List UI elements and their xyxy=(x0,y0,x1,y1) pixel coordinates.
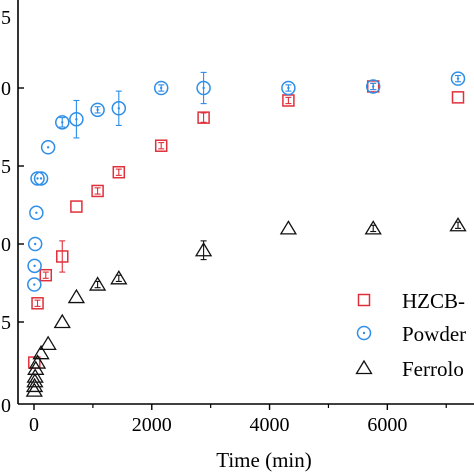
legend-item: Ferrolo xyxy=(355,357,464,381)
x-tick-label: 4000 xyxy=(250,414,290,436)
data-point xyxy=(55,115,70,130)
data-point xyxy=(67,288,86,304)
error-bar xyxy=(115,274,122,282)
y-tick-label: 5 xyxy=(1,7,11,29)
data-point xyxy=(281,80,296,96)
data-point xyxy=(196,80,211,96)
error-bar xyxy=(34,299,41,307)
x-ticks: 0 2000 4000 6000 xyxy=(29,404,447,436)
y-tick-label: 5 xyxy=(1,156,11,178)
y-tick-label: 0 xyxy=(1,395,11,417)
data-point xyxy=(40,140,56,155)
data-point xyxy=(33,171,49,186)
data-point xyxy=(29,205,44,221)
data-point xyxy=(25,377,44,393)
data-point xyxy=(27,236,43,252)
y-tick-label: 0 xyxy=(1,78,11,100)
error-bar xyxy=(285,96,292,105)
data-point xyxy=(365,79,381,94)
legend-marker xyxy=(357,293,371,307)
x-tick-label: 6000 xyxy=(367,414,407,436)
series-triangle xyxy=(25,217,467,397)
data-point xyxy=(194,241,213,257)
legend: HZCB- Powder Ferrolo xyxy=(355,289,466,381)
data-point xyxy=(450,71,466,86)
data-point xyxy=(27,258,42,274)
data-point xyxy=(31,297,44,310)
data-point xyxy=(69,111,84,127)
legend-label: HZCB- xyxy=(402,289,465,313)
legend-marker xyxy=(355,359,373,375)
legend-marker xyxy=(356,325,372,341)
data-point xyxy=(279,220,298,235)
data-point xyxy=(30,171,45,186)
x-tick-label: 2000 xyxy=(132,414,172,436)
data-point xyxy=(70,200,83,213)
series-circle-dot xyxy=(27,71,466,292)
data-point xyxy=(110,270,128,285)
data-point xyxy=(449,217,467,232)
plot-area xyxy=(25,71,467,397)
data-point xyxy=(53,313,71,329)
series-square xyxy=(28,80,465,369)
data-point xyxy=(451,91,465,104)
y-ticks: 5 0 5 0 5 0 xyxy=(1,7,24,417)
data-point xyxy=(153,80,169,96)
data-point xyxy=(32,344,50,360)
x-tick-label: 0 xyxy=(29,414,39,436)
error-bar xyxy=(200,112,207,123)
error-bar xyxy=(115,168,122,176)
data-point xyxy=(112,165,126,179)
data-point xyxy=(91,184,104,198)
error-bar xyxy=(158,142,165,150)
data-point xyxy=(88,276,107,291)
data-point xyxy=(154,139,168,152)
data-point xyxy=(56,250,69,263)
data-point xyxy=(366,80,380,93)
legend-label: Ferrolo xyxy=(402,357,464,381)
data-point xyxy=(197,111,210,124)
data-point xyxy=(27,277,42,292)
error-bar xyxy=(94,280,101,289)
legend-label: Powder xyxy=(402,322,466,346)
y-tick-label: 5 xyxy=(1,312,11,334)
legend-item: HZCB- xyxy=(357,289,465,313)
data-point xyxy=(28,354,47,369)
error-bar xyxy=(42,271,49,279)
data-point xyxy=(26,373,44,388)
error-bar xyxy=(59,240,66,273)
legend-item: Powder xyxy=(356,322,466,346)
error-bar xyxy=(370,224,377,233)
data-point xyxy=(364,220,382,235)
data-point xyxy=(26,368,44,383)
error-bar xyxy=(455,221,461,229)
data-point xyxy=(25,382,43,397)
data-point xyxy=(39,335,57,350)
y-tick-label: 0 xyxy=(1,234,11,256)
data-point xyxy=(90,102,105,118)
error-bar xyxy=(94,187,101,195)
x-axis-title: Time (min) xyxy=(216,448,311,472)
data-point xyxy=(111,101,127,116)
data-point xyxy=(39,268,53,282)
